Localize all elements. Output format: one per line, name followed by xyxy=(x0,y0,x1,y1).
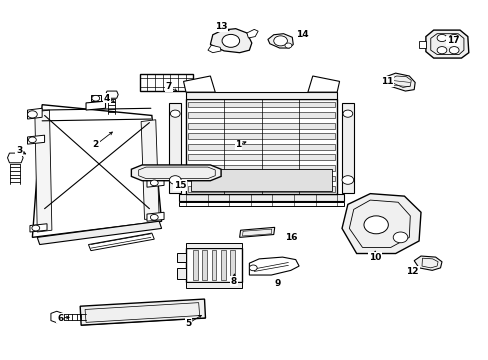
Polygon shape xyxy=(32,105,161,237)
Text: 17: 17 xyxy=(446,36,459,45)
Circle shape xyxy=(342,110,352,117)
Polygon shape xyxy=(341,194,420,253)
Circle shape xyxy=(169,176,181,184)
Polygon shape xyxy=(382,73,414,91)
Circle shape xyxy=(285,43,291,48)
Polygon shape xyxy=(188,165,334,171)
Circle shape xyxy=(392,232,407,243)
Polygon shape xyxy=(7,153,23,163)
Circle shape xyxy=(28,137,36,143)
Text: 10: 10 xyxy=(368,253,381,262)
Circle shape xyxy=(363,216,387,234)
Polygon shape xyxy=(188,154,334,160)
Circle shape xyxy=(150,180,158,186)
Polygon shape xyxy=(86,101,105,110)
Text: 13: 13 xyxy=(214,22,227,31)
Circle shape xyxy=(27,111,37,118)
Polygon shape xyxy=(188,123,334,129)
Polygon shape xyxy=(188,186,334,192)
Text: 3: 3 xyxy=(16,146,22,155)
Text: 1: 1 xyxy=(235,140,241,149)
Circle shape xyxy=(436,46,446,54)
Polygon shape xyxy=(211,250,216,280)
Polygon shape xyxy=(190,169,331,191)
Polygon shape xyxy=(105,91,118,98)
Polygon shape xyxy=(183,76,215,92)
Text: 16: 16 xyxy=(284,233,297,242)
Text: 11: 11 xyxy=(380,77,392,86)
Polygon shape xyxy=(131,165,221,181)
Polygon shape xyxy=(221,250,225,280)
Polygon shape xyxy=(35,110,52,232)
Polygon shape xyxy=(80,299,205,325)
Polygon shape xyxy=(91,95,101,101)
Polygon shape xyxy=(341,103,353,193)
Circle shape xyxy=(150,215,158,220)
Circle shape xyxy=(32,225,40,231)
Text: 5: 5 xyxy=(185,319,191,328)
Circle shape xyxy=(273,36,287,46)
Text: 2: 2 xyxy=(92,140,99,149)
Text: 4: 4 xyxy=(103,94,110,103)
Polygon shape xyxy=(188,102,334,108)
Circle shape xyxy=(92,95,100,101)
Polygon shape xyxy=(185,92,336,99)
Polygon shape xyxy=(210,29,251,53)
Polygon shape xyxy=(185,99,336,194)
Circle shape xyxy=(341,176,353,184)
Polygon shape xyxy=(178,194,344,201)
Circle shape xyxy=(222,35,239,47)
Polygon shape xyxy=(27,108,42,119)
Text: 9: 9 xyxy=(274,279,280,288)
Polygon shape xyxy=(249,257,299,275)
Polygon shape xyxy=(230,250,235,280)
Polygon shape xyxy=(178,202,344,206)
Polygon shape xyxy=(185,248,242,282)
Polygon shape xyxy=(168,103,181,193)
Polygon shape xyxy=(246,30,258,38)
Polygon shape xyxy=(202,250,207,280)
Polygon shape xyxy=(88,233,154,251)
Polygon shape xyxy=(51,311,62,323)
Polygon shape xyxy=(185,243,242,248)
Polygon shape xyxy=(192,250,197,280)
Polygon shape xyxy=(140,74,193,91)
Polygon shape xyxy=(418,41,425,48)
Polygon shape xyxy=(147,178,163,187)
Circle shape xyxy=(448,46,458,54)
Circle shape xyxy=(448,35,458,41)
Polygon shape xyxy=(185,282,242,288)
Circle shape xyxy=(249,265,257,271)
Polygon shape xyxy=(30,224,47,232)
Polygon shape xyxy=(413,256,441,270)
Text: 15: 15 xyxy=(174,181,186,190)
Polygon shape xyxy=(425,30,468,58)
Polygon shape xyxy=(27,135,44,144)
Polygon shape xyxy=(207,45,221,53)
Text: 7: 7 xyxy=(165,82,172,91)
Polygon shape xyxy=(188,133,334,139)
Polygon shape xyxy=(147,212,163,221)
Polygon shape xyxy=(188,144,334,150)
Polygon shape xyxy=(141,120,159,220)
Polygon shape xyxy=(267,34,293,48)
Text: 6: 6 xyxy=(57,314,63,323)
Text: 14: 14 xyxy=(295,30,308,39)
Polygon shape xyxy=(239,227,274,237)
Polygon shape xyxy=(37,221,161,244)
Polygon shape xyxy=(177,268,185,279)
Polygon shape xyxy=(188,176,334,181)
Polygon shape xyxy=(177,253,185,262)
Polygon shape xyxy=(188,112,334,118)
Polygon shape xyxy=(307,76,339,92)
Text: 8: 8 xyxy=(230,276,236,285)
Text: 12: 12 xyxy=(406,267,418,276)
Circle shape xyxy=(436,35,446,41)
Circle shape xyxy=(170,110,180,117)
